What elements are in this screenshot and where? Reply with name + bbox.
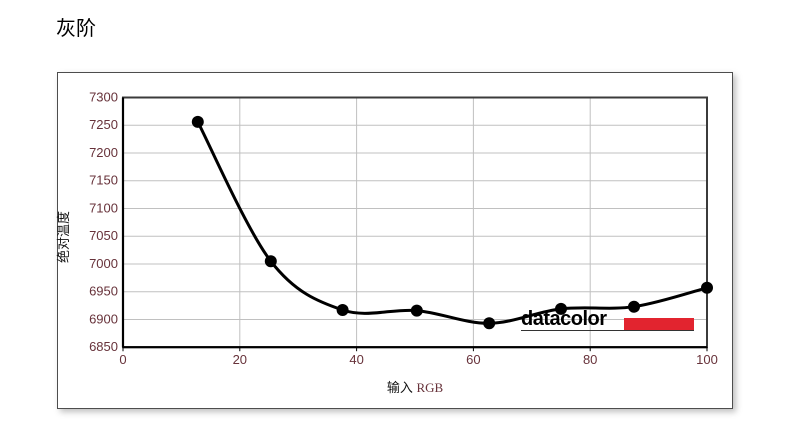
svg-text:20: 20 [233,352,247,367]
svg-text:7200: 7200 [89,145,118,160]
svg-text:40: 40 [349,352,363,367]
svg-text:6950: 6950 [89,284,118,299]
svg-text:100: 100 [696,352,718,367]
svg-text:7300: 7300 [89,90,118,105]
svg-text:0: 0 [119,352,126,367]
svg-text:80: 80 [583,352,597,367]
svg-text:输入 RGB: 输入 RGB [387,380,444,395]
svg-text:6900: 6900 [89,312,118,327]
svg-text:7100: 7100 [89,201,118,216]
svg-text:7150: 7150 [89,173,118,188]
svg-text:7000: 7000 [89,256,118,271]
svg-text:绝对温度: 绝对温度 [56,211,71,263]
svg-text:6850: 6850 [89,339,118,354]
svg-text:7050: 7050 [89,228,118,243]
svg-text:60: 60 [466,352,480,367]
svg-text:7250: 7250 [89,117,118,132]
